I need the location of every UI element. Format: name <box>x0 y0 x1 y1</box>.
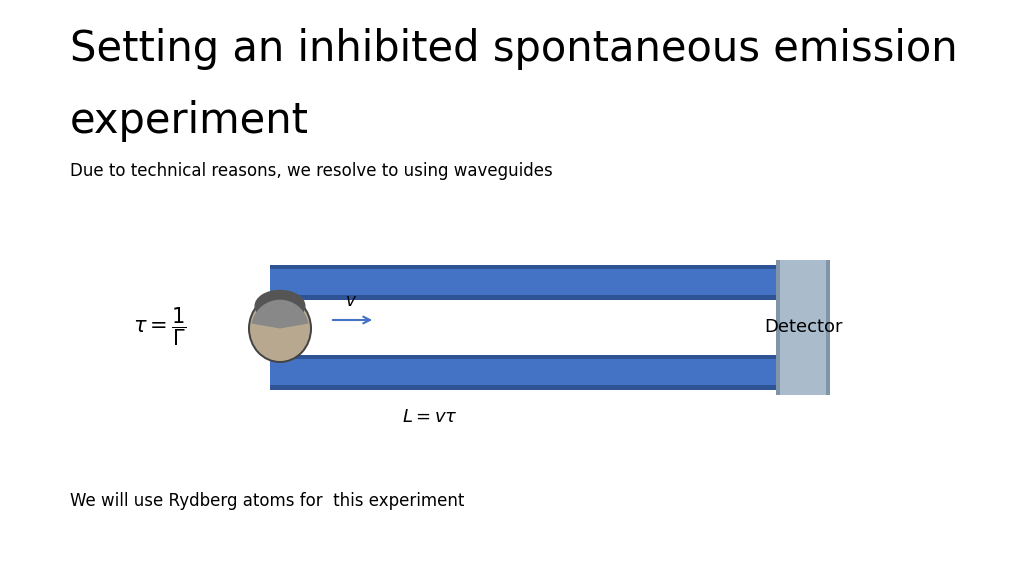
Text: $\tau = \dfrac{1}{\Gamma}$: $\tau = \dfrac{1}{\Gamma}$ <box>133 306 186 348</box>
Bar <box>270 265 780 300</box>
Ellipse shape <box>266 318 272 323</box>
Bar <box>270 385 780 390</box>
Bar <box>776 260 830 395</box>
Bar <box>826 260 830 395</box>
Bar <box>270 265 780 269</box>
Text: Setting an inhibited spontaneous emission: Setting an inhibited spontaneous emissio… <box>70 28 957 70</box>
Bar <box>776 260 780 395</box>
Ellipse shape <box>288 318 294 323</box>
Text: We will use Rydberg atoms for  this experiment: We will use Rydberg atoms for this exper… <box>70 492 464 510</box>
Ellipse shape <box>248 294 312 363</box>
Wedge shape <box>252 300 308 328</box>
Bar <box>270 355 780 390</box>
Bar <box>270 295 780 300</box>
Text: experiment: experiment <box>70 100 309 142</box>
Text: $L = v\tau$: $L = v\tau$ <box>402 408 458 426</box>
Text: $v$: $v$ <box>345 292 357 310</box>
Text: Detector: Detector <box>764 319 843 336</box>
Bar <box>270 355 780 359</box>
Text: Due to technical reasons, we resolve to using waveguides: Due to technical reasons, we resolve to … <box>70 162 553 180</box>
Ellipse shape <box>250 296 310 361</box>
Ellipse shape <box>255 290 305 322</box>
